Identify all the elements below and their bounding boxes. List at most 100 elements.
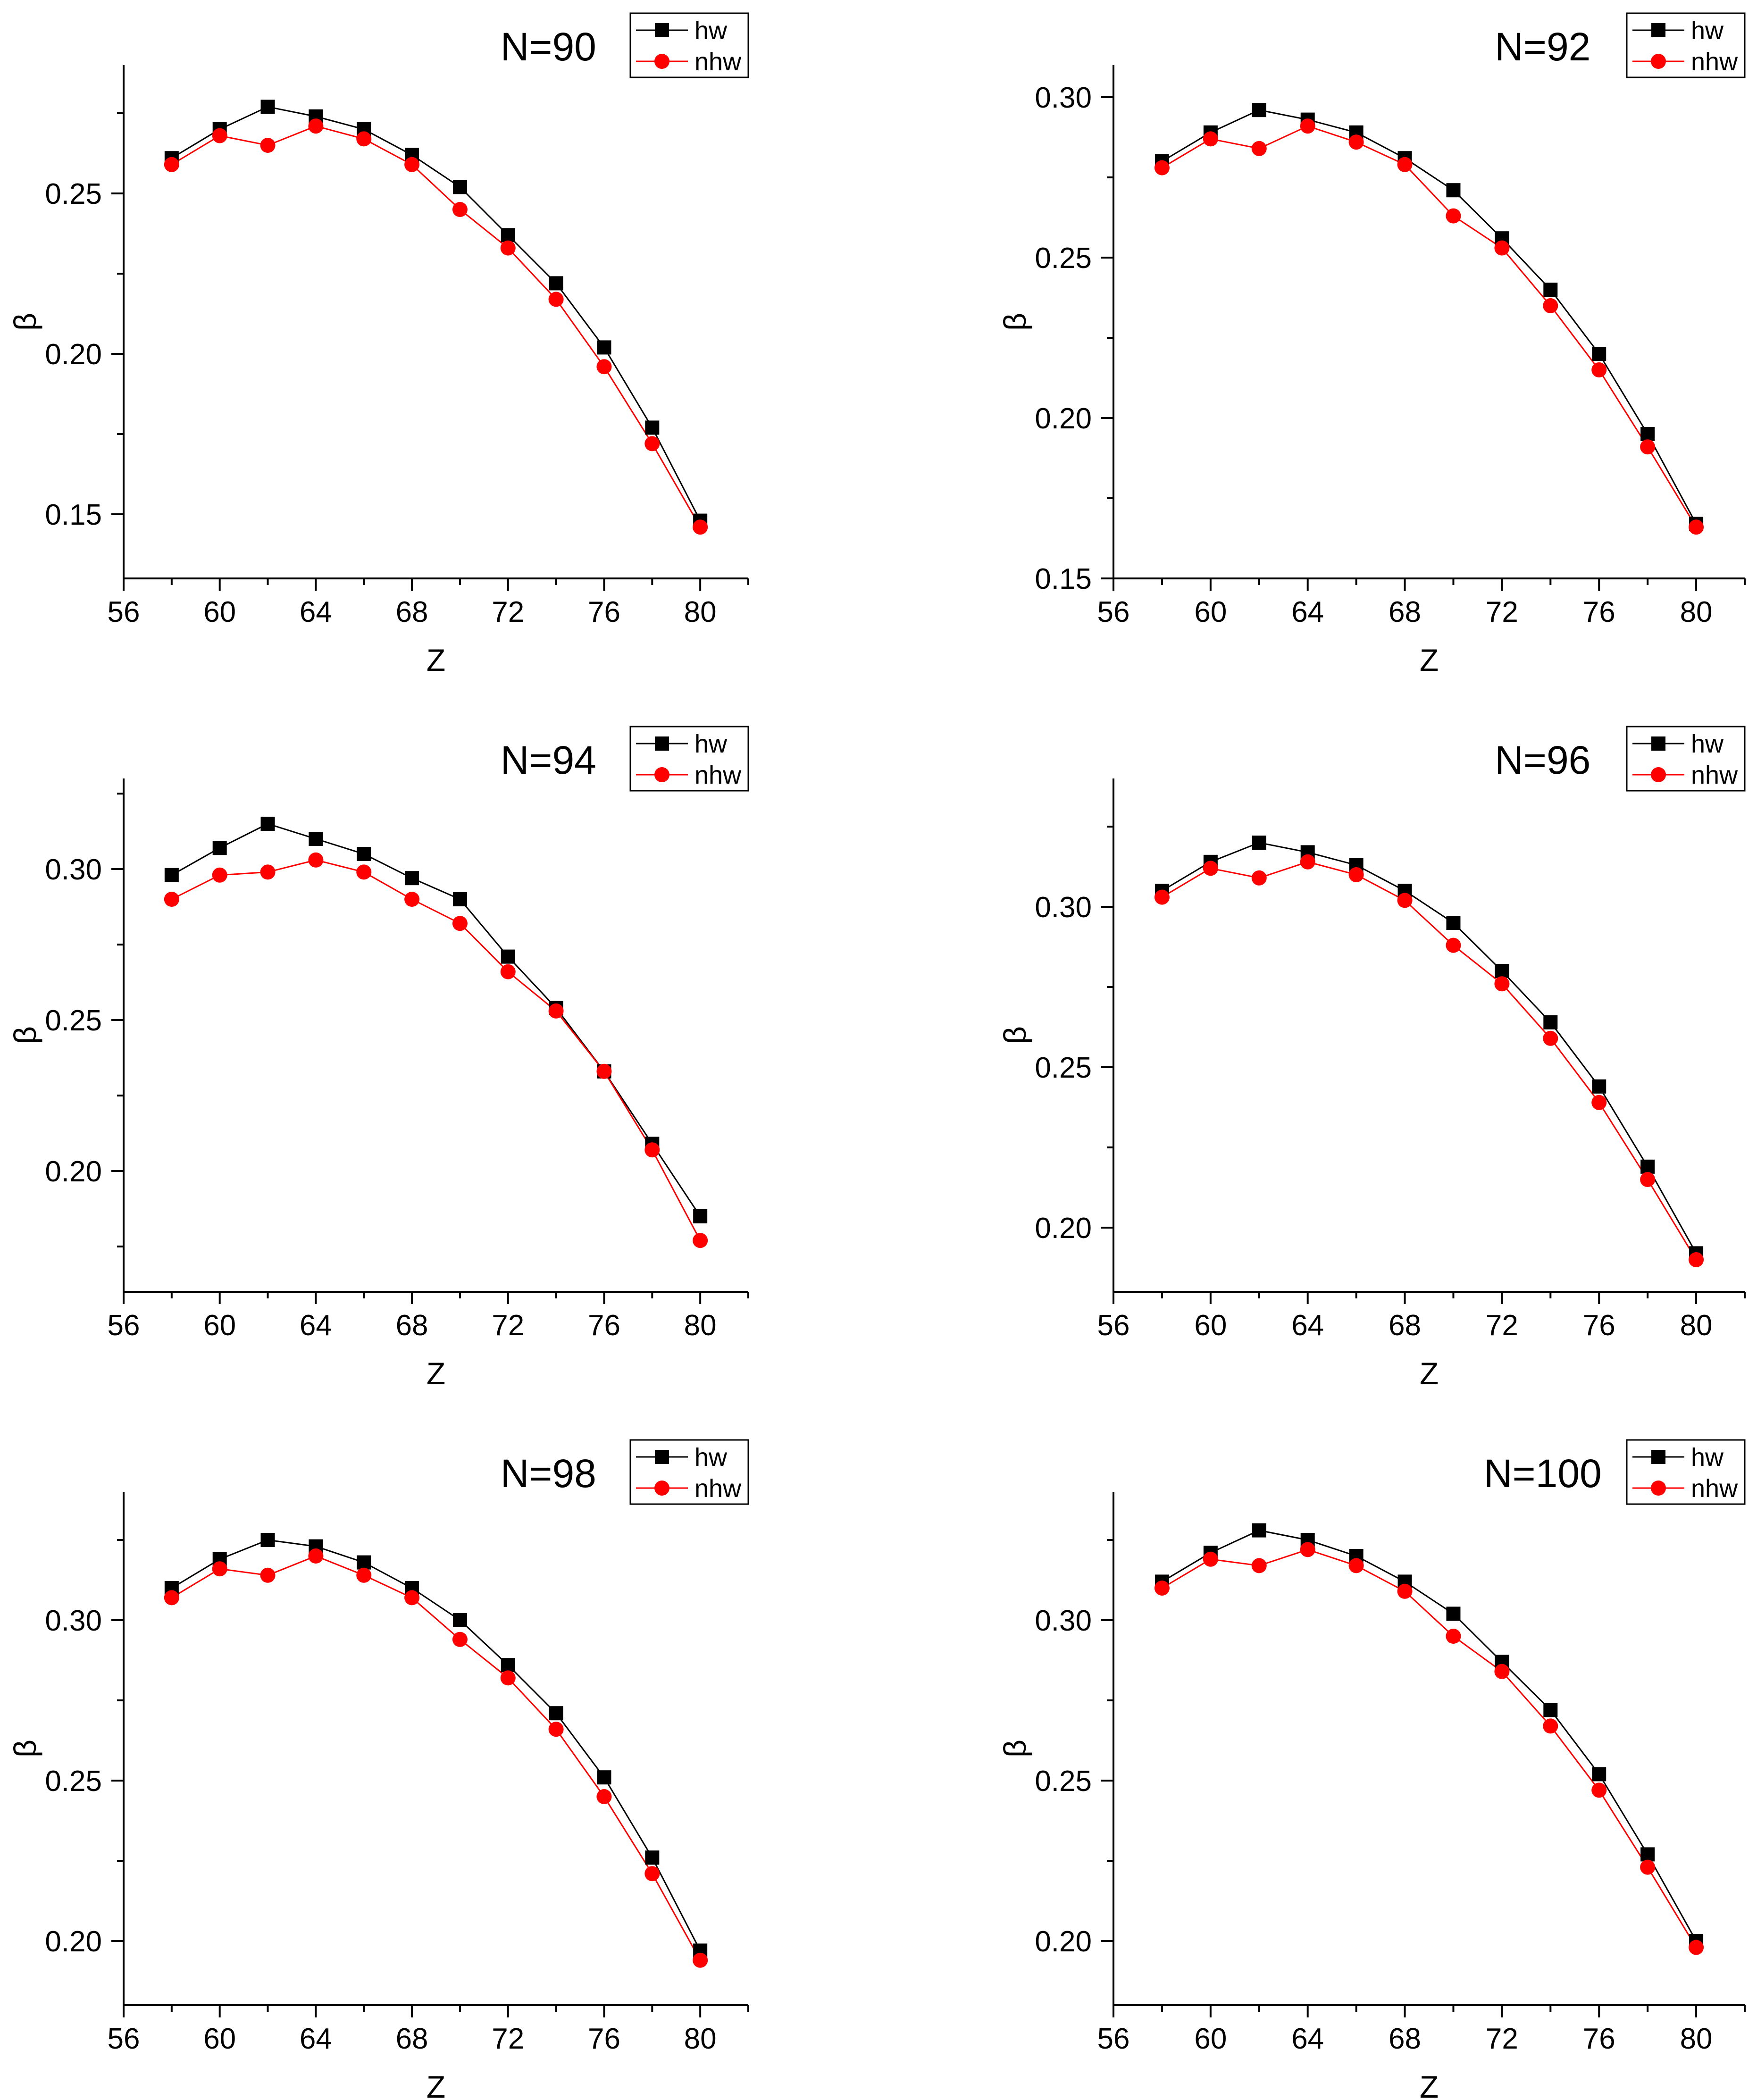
data-point-hw [1543,1015,1558,1029]
series-line-hw [171,1539,701,1951]
panel-title: N=92 [1495,25,1590,69]
legend-marker-nhw [654,767,669,782]
data-point-nhw [548,1003,564,1019]
legend-label-hw: hw [1691,730,1724,758]
data-point-nhw [693,1233,708,1248]
legend-marker-hw [655,23,669,37]
data-point-hw [1640,1159,1655,1174]
y-tick-label: 0.25 [45,178,102,210]
legend: hw nhw [629,726,749,792]
legend-marker-hw [1651,1450,1665,1464]
x-tick-label: 72 [492,2023,524,2055]
data-point-nhw [1203,1551,1218,1567]
data-point-nhw [308,1548,324,1564]
x-axis-title: Z [427,643,445,678]
data-point-hw [260,100,275,114]
x-axis-title: Z [427,1356,445,1391]
y-axis-title: β [997,1740,1032,1757]
x-tick-label: 80 [684,2023,717,2055]
x-tick-label: 76 [588,2023,620,2055]
y-tick-label: 0.30 [45,1605,102,1637]
data-point-nhw [1300,1542,1315,1557]
legend-label-nhw: nhw [1691,1474,1738,1503]
legend-marker-nhw [1651,767,1666,782]
data-point-nhw [1494,240,1510,256]
x-tick-label: 80 [1680,596,1713,628]
legend-label-hw: hw [694,1443,728,1472]
data-point-hw [164,868,179,882]
data-point-nhw [1689,1940,1704,1955]
x-tick-label: 76 [588,1309,620,1342]
series-line-nhw [1162,861,1697,1260]
legend-marker-nhw [654,54,669,69]
y-tick-label: 0.25 [1035,1052,1092,1084]
data-point-nhw [164,157,179,172]
x-tick-label: 76 [588,596,620,628]
data-point-nhw [212,128,227,143]
y-tick-label: 0.20 [1035,402,1092,435]
y-axis-title: β [8,1740,42,1757]
x-tick-label: 76 [1583,1309,1615,1342]
x-tick-label: 60 [203,1309,236,1342]
series-line-nhw [1162,1548,1697,1948]
x-tick-label: 56 [1097,1309,1130,1342]
y-tick-label: 0.30 [1035,891,1092,924]
y-tick-label: 0.30 [45,853,102,886]
y-tick-label: 0.20 [1035,1212,1092,1245]
legend-label-nhw: nhw [1691,761,1738,789]
y-tick-label: 0.25 [45,1004,102,1037]
x-tick-label: 80 [1680,2023,1713,2055]
data-point-nhw [500,964,516,979]
data-point-nhw [1251,1558,1267,1573]
data-point-hw [1252,1523,1266,1538]
x-tick-label: 76 [1583,2023,1615,2055]
legend-marker-hw [655,1450,669,1464]
data-point-nhw [452,1631,468,1647]
data-point-nhw [1591,1095,1607,1110]
data-point-nhw [1494,976,1510,992]
data-point-nhw [596,359,612,375]
x-axis-title: Z [1420,1356,1439,1391]
data-point-nhw [1154,160,1170,176]
y-tick-label: 0.25 [1035,242,1092,275]
data-point-hw [597,340,611,355]
x-tick-label: 68 [396,596,428,628]
series-line-hw [1162,842,1697,1254]
chart-panel-2: 56 60 64 68 72 76 80 0.15 0.20 0.25 0.30 Zβ N=92 hw nh… [997,12,1746,678]
data-point-nhw [1446,937,1461,953]
data-point-nhw [500,1670,516,1686]
legend-marker-nhw [1651,54,1666,69]
y-tick-label: 0.25 [1035,1765,1092,1798]
data-point-hw [645,420,660,435]
data-point-nhw [212,1561,227,1577]
data-point-hw [405,871,419,886]
data-point-hw [1446,1606,1461,1621]
x-tick-label: 64 [300,596,332,628]
data-point-nhw [644,1866,660,1882]
y-tick-label: 0.30 [1035,82,1092,114]
data-point-nhw [308,118,324,134]
legend-label-hw: hw [1691,1443,1724,1472]
data-point-nhw [1154,889,1170,905]
legend-box [629,12,749,78]
x-tick-label: 60 [1194,1309,1227,1342]
data-point-nhw [644,1142,660,1158]
data-point-nhw [1348,867,1364,882]
data-point-nhw [308,852,324,868]
data-point-nhw [1689,1252,1704,1267]
data-point-nhw [1689,519,1704,535]
data-point-nhw [1543,1030,1558,1046]
data-point-hw [1592,1079,1606,1094]
data-point-hw [1543,1703,1558,1717]
legend: hw nhw [1626,12,1746,78]
x-tick-label: 60 [1194,2023,1227,2055]
data-point-hw [452,180,467,194]
series-line-nhw [171,125,701,527]
data-point-nhw [260,864,276,880]
y-axis-title: β [997,1026,1032,1044]
panel-title: N=96 [1495,738,1590,782]
x-tick-label: 64 [1291,2023,1324,2055]
data-point-nhw [1446,1629,1461,1644]
series-line-nhw [171,859,701,1241]
